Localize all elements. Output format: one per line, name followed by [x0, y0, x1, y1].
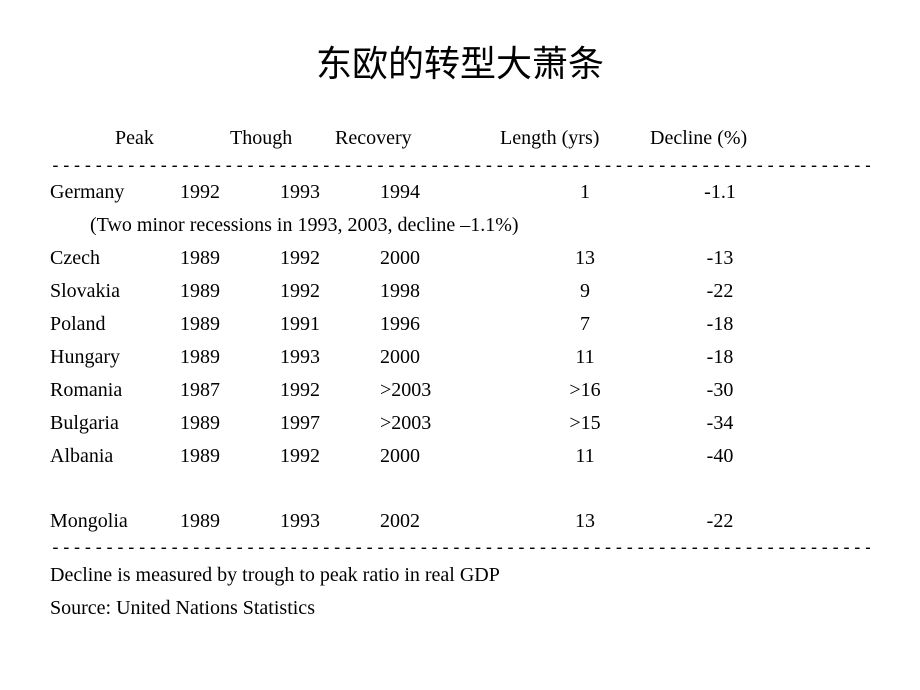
cell-peak: 1989 — [180, 440, 280, 473]
cell-decline: -22 — [660, 275, 780, 308]
header-recovery: Recovery — [335, 122, 500, 154]
table-row: Albania 1989 1992 2000 11 -40 — [50, 440, 870, 473]
cell-though: 1992 — [280, 440, 380, 473]
cell-peak: 1989 — [180, 505, 280, 538]
footer-line-1: Decline is measured by trough to peak ra… — [50, 560, 870, 591]
cell-recovery: 2002 — [380, 505, 510, 538]
cell-length: 13 — [510, 242, 660, 275]
table-row: Mongolia 1989 1993 2002 13 -22 — [50, 505, 870, 538]
cell-length: >15 — [510, 407, 660, 440]
footer-line-2: Source: United Nations Statistics — [50, 593, 870, 624]
cell-decline: -13 — [660, 242, 780, 275]
cell-length: >16 — [510, 374, 660, 407]
cell-decline: -18 — [660, 341, 780, 374]
cell-peak: 1987 — [180, 374, 280, 407]
cell-recovery: 1998 — [380, 275, 510, 308]
header-decline: Decline (%) — [650, 122, 800, 154]
cell-recovery: 2000 — [380, 242, 510, 275]
table-row: Bulgaria 1989 1997 >2003 >15 -34 — [50, 407, 870, 440]
cell-country: Poland — [50, 308, 180, 341]
cell-peak: 1992 — [180, 176, 280, 209]
cell-recovery: >2003 — [380, 407, 510, 440]
cell-decline: -1.1 — [660, 176, 780, 209]
cell-decline: -40 — [660, 440, 780, 473]
cell-country: Germany — [50, 176, 180, 209]
page-title: 东欧的转型大萧条 — [50, 35, 870, 87]
note-row: (Two minor recessions in 1993, 2003, dec… — [50, 209, 870, 242]
divider-top: ----------------------------------------… — [50, 156, 870, 176]
divider-bottom: ----------------------------------------… — [50, 538, 870, 558]
spacer — [50, 473, 870, 505]
table-row: Germany 1992 1993 1994 1 -1.1 — [50, 176, 870, 209]
cell-length: 13 — [510, 505, 660, 538]
cell-country: Bulgaria — [50, 407, 180, 440]
table-row: Poland 1989 1991 1996 7 -18 — [50, 308, 870, 341]
cell-recovery: 2000 — [380, 341, 510, 374]
cell-decline: -22 — [660, 505, 780, 538]
cell-country: Slovakia — [50, 275, 180, 308]
cell-peak: 1989 — [180, 242, 280, 275]
cell-recovery: 2000 — [380, 440, 510, 473]
cell-though: 1992 — [280, 275, 380, 308]
table-row: Slovakia 1989 1992 1998 9 -22 — [50, 275, 870, 308]
table-row: Hungary 1989 1993 2000 11 -18 — [50, 341, 870, 374]
header-peak: Peak — [115, 122, 230, 154]
cell-country: Romania — [50, 374, 180, 407]
header-though: Though — [230, 122, 335, 154]
cell-though: 1993 — [280, 341, 380, 374]
cell-length: 7 — [510, 308, 660, 341]
cell-recovery: 1996 — [380, 308, 510, 341]
cell-country: Albania — [50, 440, 180, 473]
cell-peak: 1989 — [180, 341, 280, 374]
cell-length: 1 — [510, 176, 660, 209]
cell-recovery: 1994 — [380, 176, 510, 209]
cell-peak: 1989 — [180, 308, 280, 341]
table-row: Czech 1989 1992 2000 13 -13 — [50, 242, 870, 275]
table-row: Romania 1987 1992 >2003 >16 -30 — [50, 374, 870, 407]
cell-decline: -18 — [660, 308, 780, 341]
cell-recovery: >2003 — [380, 374, 510, 407]
cell-country: Hungary — [50, 341, 180, 374]
table-header-row: Peak Though Recovery Length (yrs) Declin… — [50, 122, 870, 154]
cell-length: 11 — [510, 440, 660, 473]
cell-though: 1993 — [280, 505, 380, 538]
header-length: Length (yrs) — [500, 122, 650, 154]
cell-country: Czech — [50, 242, 180, 275]
cell-decline: -30 — [660, 374, 780, 407]
cell-length: 11 — [510, 341, 660, 374]
cell-though: 1997 — [280, 407, 380, 440]
cell-though: 1992 — [280, 242, 380, 275]
cell-decline: -34 — [660, 407, 780, 440]
note-text: (Two minor recessions in 1993, 2003, dec… — [90, 209, 519, 242]
cell-length: 9 — [510, 275, 660, 308]
cell-though: 1993 — [280, 176, 380, 209]
cell-though: 1991 — [280, 308, 380, 341]
cell-peak: 1989 — [180, 275, 280, 308]
cell-though: 1992 — [280, 374, 380, 407]
cell-peak: 1989 — [180, 407, 280, 440]
data-table: Peak Though Recovery Length (yrs) Declin… — [50, 122, 870, 624]
cell-country: Mongolia — [50, 505, 180, 538]
